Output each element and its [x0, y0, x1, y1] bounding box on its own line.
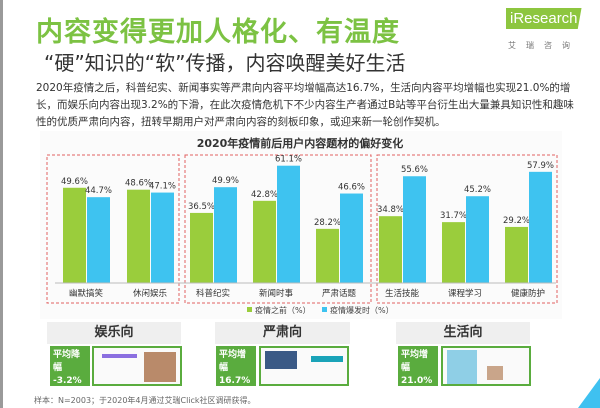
- data-label: 29.2%: [503, 216, 530, 226]
- bar-during: [403, 176, 426, 283]
- badge-label: 平均降幅: [53, 350, 81, 373]
- data-label: 36.5%: [188, 202, 215, 212]
- x-tick-label: 科普纪实: [196, 288, 230, 299]
- data-label: 55.6%: [401, 165, 428, 175]
- page-title: 内容变得更加人格化、有温度: [36, 17, 400, 48]
- page-subtitle: “硬”知识的“软”传播，内容唤醒美好生活: [44, 51, 406, 75]
- panel-title-serious: 严肃向: [215, 322, 350, 344]
- bar-chart: 2020年疫情前后用户内容题材的偏好变化49.6%44.7%幽默搞笑48.6%4…: [46, 136, 558, 315]
- bar-before: [442, 222, 465, 283]
- data-label: 47.1%: [149, 182, 176, 192]
- legend-swatch: [322, 307, 327, 312]
- thumbnail-entertainment: [92, 346, 182, 386]
- bar-before: [63, 187, 86, 283]
- badge-value: -3.2%: [53, 376, 82, 386]
- data-label: 49.9%: [212, 176, 239, 186]
- badge-label: 平均增幅: [401, 350, 429, 373]
- data-label: 46.6%: [338, 183, 365, 193]
- bar-during: [151, 192, 174, 283]
- corner-decoration: [578, 378, 600, 408]
- data-label: 34.8%: [377, 205, 404, 215]
- bar-before: [505, 226, 528, 283]
- x-tick-label: 严肃话题: [322, 288, 357, 299]
- data-label: 61.1%: [275, 155, 302, 165]
- badge-entertainment: 平均降幅 -3.2%: [50, 346, 90, 386]
- bar-before: [379, 216, 402, 283]
- data-label: 31.7%: [440, 211, 467, 221]
- bar-during: [466, 196, 489, 283]
- body-paragraph: 2020年疫情之后，科普纪实、新闻事实等严肃向内容平均增幅高达16.7%，生活向…: [36, 82, 574, 128]
- group-frame: [184, 154, 372, 304]
- data-label: 48.6%: [125, 179, 152, 189]
- thumbnail-serious: [259, 346, 349, 386]
- x-tick-label: 幽默搞笑: [69, 288, 104, 299]
- iresearch-logo: iResearch 艾瑞咨询: [500, 8, 582, 50]
- data-label: 44.7%: [85, 186, 112, 196]
- group-frame: [46, 154, 180, 304]
- logo-text: iResearch: [506, 8, 582, 29]
- bar-during: [529, 171, 552, 283]
- data-label: 42.8%: [251, 190, 278, 200]
- x-tick-label: 健康防护: [511, 288, 545, 299]
- bar-before: [127, 189, 150, 283]
- chart-title: 2020年疫情前后用户内容题材的偏好变化: [197, 136, 404, 150]
- left-edge-bar: [0, 0, 3, 408]
- badge-life: 平均增幅 21.0%: [398, 346, 438, 386]
- panel-title-entertainment: 娱乐向: [47, 322, 181, 344]
- bar-during: [214, 187, 237, 283]
- logo-subtext: 艾瑞咨询: [508, 41, 580, 50]
- legend-label: 疫情之前（%）: [255, 305, 311, 315]
- x-tick-label: 课程学习: [448, 288, 482, 299]
- badge-serious: 平均增幅 16.7%: [216, 346, 256, 386]
- bar-before: [253, 200, 276, 283]
- bar-during: [277, 165, 300, 283]
- x-tick-label: 新闻时事: [259, 288, 294, 299]
- footnote: 样本：N=2003；于2020年4月通过艾瑞Click社区调研获得。: [34, 396, 256, 405]
- legend-swatch: [247, 307, 252, 312]
- bar-before: [190, 212, 213, 283]
- bar-before: [316, 228, 339, 283]
- data-label: 45.2%: [464, 185, 491, 195]
- data-label: 28.2%: [314, 218, 341, 228]
- badge-label: 平均增幅: [219, 350, 247, 373]
- data-label: 57.9%: [527, 161, 554, 171]
- badge-value: 21.0%: [401, 376, 433, 386]
- bar-during: [340, 193, 363, 283]
- panel-title-life: 生活向: [396, 322, 530, 344]
- badge-value: 16.7%: [219, 376, 251, 386]
- data-label: 49.6%: [61, 177, 88, 187]
- bar-during: [87, 197, 110, 283]
- x-tick-label: 休闲娱乐: [133, 288, 168, 299]
- legend-label: 疫情爆发时（%）: [330, 305, 394, 315]
- group-frame: [376, 154, 558, 304]
- thumbnail-life: [441, 346, 531, 386]
- x-tick-label: 生活技能: [385, 288, 420, 299]
